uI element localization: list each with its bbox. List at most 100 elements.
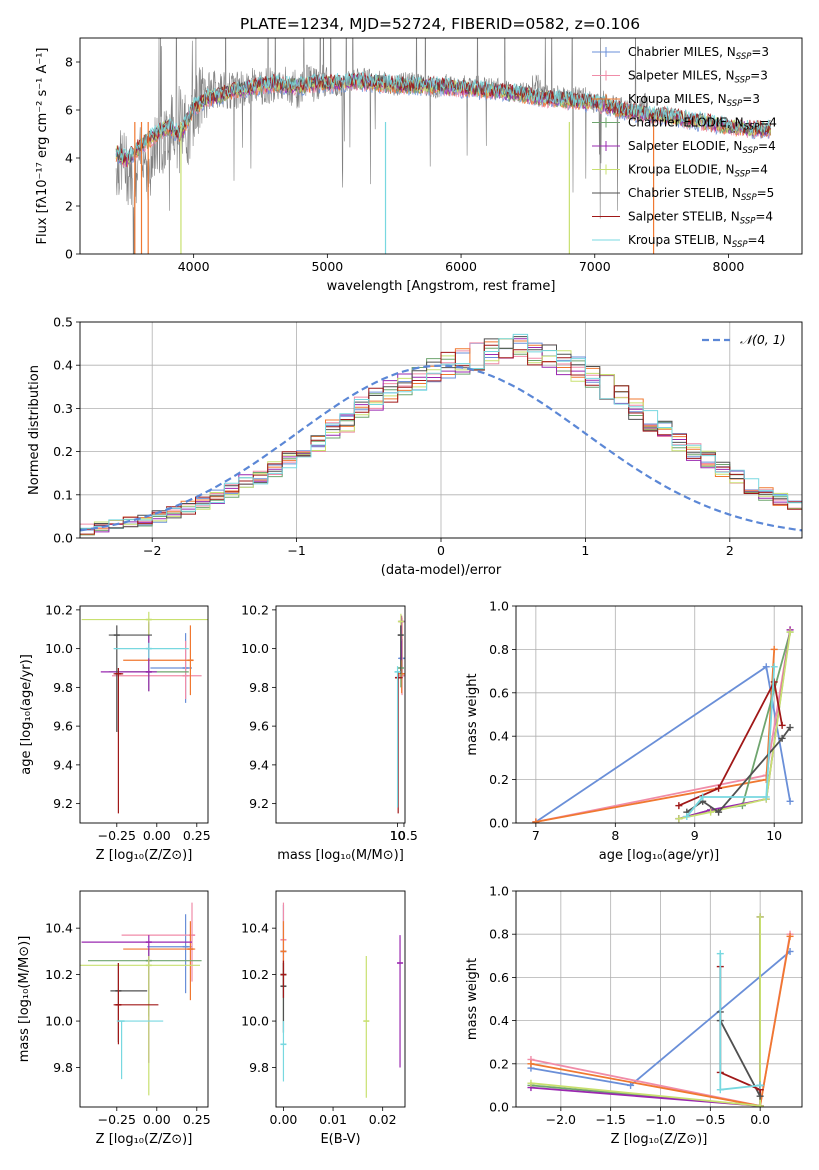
y-tick-label: 10.0	[45, 1014, 73, 1029]
x-tick-label: 9	[691, 828, 699, 843]
legend-label-main: Salpeter ELODIE, N	[628, 139, 742, 153]
legend-label-suffix: =4	[748, 233, 766, 247]
y-tick-label: 9.2	[249, 796, 269, 811]
y-tick-label: 10.4	[45, 921, 73, 936]
x-tick-label: 6000	[445, 259, 477, 274]
y-axis-label: age [log₁₀(age/yr)]	[19, 654, 34, 775]
y-tick-label: 9.2	[53, 796, 73, 811]
x-tick-label: 0.25	[183, 1112, 211, 1127]
y-tick-label: 0.0	[53, 531, 73, 546]
legend-label-main: Salpeter MILES, N	[628, 69, 735, 83]
x-tick-label: 7000	[579, 259, 611, 274]
y-tick-label: 0.1	[53, 487, 73, 502]
y-tick-label: 10.2	[45, 967, 73, 982]
y-tick-label: 9.8	[249, 680, 269, 695]
y-axis-label: mass weight	[465, 958, 480, 1040]
x-axis-label: (data-model)/error	[381, 563, 502, 578]
x-tick-label: 0.02	[369, 1112, 397, 1127]
legend-label-main: Chabrier ELODIE, N	[628, 116, 744, 130]
x-tick-label: −2	[143, 543, 161, 558]
model-spectrum-line	[115, 75, 772, 165]
y-axis-label: mass [log₁₀(M/M⊙)]	[17, 936, 32, 1063]
plot-area	[80, 902, 202, 1096]
histogram-step-line	[80, 333, 802, 529]
legend-label-sub: SSP	[741, 193, 757, 203]
axes-frame	[515, 605, 803, 824]
legend-label: Chabrier MILES, NSSP=3	[628, 45, 769, 62]
legend-label-suffix: =4	[750, 163, 768, 177]
axes-frame	[275, 605, 406, 824]
y-tick-label: 10.2	[45, 602, 73, 617]
legend-label: Chabrier ELODIE, NSSP=4	[628, 116, 777, 133]
y-tick-label: 0.5	[53, 315, 73, 330]
legend-label-suffix: =3	[751, 45, 769, 59]
x-axis-label: wavelength [Angstrom, rest frame]	[327, 279, 556, 294]
legend-label: Kroupa MILES, NSSP=3	[628, 92, 760, 109]
histogram-step-line	[80, 342, 802, 531]
y-tick-label: 6	[65, 103, 73, 118]
model-spectrum-line	[115, 71, 772, 162]
y-tick-label: 0.8	[489, 642, 509, 657]
weight-vs-metallicity-panel: −2.0 −1.5 −1.0 −0.5 0.0 0.0 0.2 0.4 0.6 0.8 1.0 Z […	[465, 884, 803, 1147]
y-tick-label: 8	[65, 55, 73, 70]
y-tick-label: 9.4	[249, 757, 269, 772]
y-tick-label: 2	[65, 199, 73, 214]
y-tick-label: 10.0	[45, 641, 73, 656]
legend-label-suffix: =4	[755, 210, 773, 224]
y-tick-label: 0.4	[489, 729, 509, 744]
x-tick-label: 8	[611, 828, 619, 843]
legend-label-suffix: =3	[750, 69, 768, 83]
y-tick-label: 0.4	[489, 1013, 509, 1028]
y-tick-label: 9.8	[249, 1060, 269, 1075]
x-tick-label: 0.0	[750, 1112, 770, 1127]
y-tick-label: 1.0	[489, 599, 509, 614]
y-tick-label: 0.2	[53, 444, 73, 459]
y-tick-label: 0.2	[489, 1056, 509, 1071]
y-tick-label: 9.8	[53, 680, 73, 695]
weight-series-line	[686, 666, 776, 818]
weight-series-line	[678, 631, 791, 820]
y-tick-label: 10.4	[241, 921, 269, 936]
legend-label-sub: SSP	[735, 76, 751, 86]
x-tick-label: 2	[726, 543, 734, 558]
legend-label-suffix: =3	[742, 92, 760, 106]
legend-label-main: Kroupa ELODIE, N	[628, 163, 735, 177]
histogram-step-line	[80, 336, 802, 530]
mass-vs-metallicity-panel: −0.25 0.00 0.25 9.8 10.0 10.2 10.4 Z [log₁₀(Z/Z…	[17, 890, 211, 1147]
histogram-step-line	[80, 338, 802, 533]
x-tick-label: −1.5	[595, 1112, 625, 1127]
legend-label-main: Kroupa STELIB, N	[628, 233, 732, 247]
weight-series-line	[678, 679, 783, 807]
legend-label-main: Chabrier MILES, N	[628, 45, 736, 59]
legend-label-sub: SSP	[742, 146, 758, 156]
y-tick-label: 9.6	[249, 719, 269, 734]
legend-label-main: Chabrier STELIB, N	[628, 186, 741, 200]
histogram-step-line	[80, 342, 802, 528]
plot-area	[527, 913, 794, 1107]
legend-label-suffix: =4	[759, 116, 777, 130]
legend-label-sub: SSP	[732, 240, 748, 250]
x-tick-label: 0.01	[319, 1112, 347, 1127]
y-tick-label: 10.2	[241, 602, 269, 617]
plot-area	[394, 613, 405, 814]
legend-label: Chabrier STELIB, NSSP=5	[628, 186, 774, 203]
axes-frame	[79, 605, 209, 824]
x-tick-label: −0.25	[98, 828, 136, 843]
y-tick-label: 0.0	[489, 1100, 509, 1115]
x-axis-label: Z [log₁₀(Z/Z⊙)]	[96, 1132, 193, 1147]
x-axis-label: mass [log₁₀(M/M⊙)]	[277, 848, 404, 863]
x-tick-label: 0	[437, 543, 445, 558]
x-tick-label: 0.25	[183, 828, 211, 843]
y-tick-label: 0	[65, 247, 73, 262]
residuals-panel: −2 −1 0 1 2 0.0 0.1 0.2 0.3 0.4 0.5 (data-model)/er…	[27, 315, 803, 578]
histogram-step-line	[80, 338, 802, 530]
x-axis-label: Z [log₁₀(Z/Z⊙)]	[96, 848, 193, 863]
legend-label-sub: SSP	[736, 52, 752, 62]
histogram-step-line	[80, 344, 802, 535]
y-axis-label: mass weight	[465, 673, 480, 755]
legend-label: Kroupa ELODIE, NSSP=4	[628, 163, 768, 180]
x-axis-label: age [log₁₀(age/yr)]	[599, 848, 720, 863]
y-tick-label: 10.0	[241, 1014, 269, 1029]
x-tick-label: 0.00	[270, 1112, 298, 1127]
